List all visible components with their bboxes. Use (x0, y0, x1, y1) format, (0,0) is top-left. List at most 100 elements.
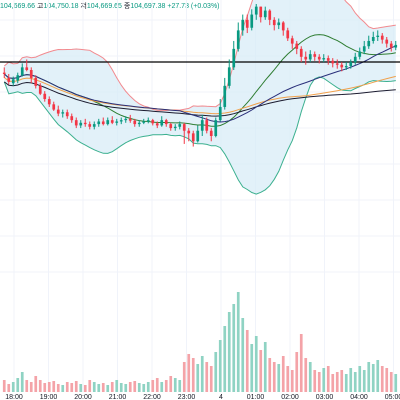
candle-body (47, 99, 51, 105)
candle-body (74, 120, 78, 126)
volume-bar (97, 384, 101, 392)
candle-body (115, 121, 119, 123)
candle-body (209, 130, 213, 136)
candle-body (92, 124, 96, 127)
bollinger-band-fill (4, 0, 396, 195)
volume-bar (335, 372, 339, 392)
close-value: 104,697.38 (130, 3, 166, 10)
volume-bar (299, 334, 303, 392)
candle-body (65, 112, 69, 117)
volume-bar (34, 376, 38, 392)
x-axis-tick-label: 01:00 (247, 394, 265, 400)
candle-body (182, 124, 186, 131)
volume-bar (196, 364, 200, 392)
volume-bar (160, 382, 164, 392)
volume-bar (353, 372, 357, 392)
x-axis-tick-label: 4 (219, 394, 223, 400)
volume-bar (344, 374, 348, 392)
volume-bar (11, 382, 15, 392)
volume-bar (142, 384, 146, 392)
high-value: 104,750.18 (43, 3, 79, 10)
candle-body (353, 56, 357, 63)
candle-body (335, 63, 339, 65)
volume-bar (317, 372, 321, 392)
volume-bar (169, 376, 173, 392)
candle-body (38, 85, 42, 94)
volume-bar (25, 380, 29, 392)
volume-bar (277, 364, 281, 392)
candle-body (245, 19, 249, 28)
volume-bar (380, 366, 384, 392)
volume-bar (47, 382, 51, 392)
close-label: 종 (123, 3, 131, 10)
candle-body (52, 104, 56, 110)
candle-body (106, 120, 110, 125)
candle-body (389, 43, 393, 48)
candle-body (358, 51, 362, 57)
volume-bar (52, 381, 56, 392)
candle-body (340, 64, 344, 68)
ohlc-legend: 104,669.66 고104,750.18 저104,669.65 종104,… (0, 1, 220, 11)
volume-bar (227, 312, 231, 392)
volume-bar (137, 383, 141, 392)
candle-body (254, 6, 258, 15)
candle-body (20, 67, 24, 76)
candle-body (79, 122, 83, 126)
volume-bar (295, 352, 299, 392)
candle-body (250, 14, 254, 28)
candle-body (88, 124, 92, 127)
volume-bar (232, 304, 236, 392)
volume-bar (70, 383, 74, 392)
candle-body (200, 120, 204, 131)
volume-bar (88, 380, 92, 392)
candle-body (331, 60, 335, 64)
candle-body (173, 126, 177, 129)
volume-bar (331, 374, 335, 392)
volume-bar (43, 383, 47, 392)
candle-body (281, 22, 285, 31)
candle-body (178, 124, 182, 127)
candle-body (286, 30, 290, 39)
volume-bar (61, 385, 65, 392)
volume-bar (214, 352, 218, 392)
candle-body (70, 116, 74, 121)
volume-bar (200, 356, 204, 392)
volume-bar (313, 370, 317, 392)
volume-bar (245, 330, 249, 392)
candle-body (187, 130, 191, 134)
candle-body (277, 22, 281, 26)
candle-body (61, 112, 65, 114)
x-axis-tick-label: 19:00 (40, 394, 58, 400)
candle-body (34, 77, 38, 86)
candle-body (142, 121, 146, 123)
bollinger-upper-line (3, 0, 396, 112)
candle-body (259, 6, 263, 18)
candle-body (376, 35, 380, 37)
high-label: 고 (37, 3, 44, 10)
volume-bar (173, 378, 177, 392)
open-value: 104,669.66 (0, 3, 36, 10)
candle-body (367, 40, 371, 47)
volume-bar (205, 362, 209, 392)
volume-bar (65, 382, 69, 392)
candle-body (263, 10, 267, 18)
volume-bar (178, 380, 182, 392)
volume-bar (259, 350, 263, 392)
volume-bar (56, 384, 60, 392)
volume-bar (146, 382, 150, 392)
candle-body (313, 54, 317, 57)
moving-average-orange (3, 75, 396, 115)
candle-body (304, 56, 308, 60)
candle-body (232, 48, 236, 68)
candle-body (151, 120, 155, 124)
candle-body (196, 130, 200, 142)
candle-body (295, 43, 299, 49)
candle-body (371, 37, 375, 41)
candle-body (227, 67, 231, 86)
candle-body (133, 120, 137, 125)
low-value: 104,669.65 (86, 3, 122, 10)
volume-bar (385, 368, 389, 392)
candle-body (214, 120, 218, 136)
